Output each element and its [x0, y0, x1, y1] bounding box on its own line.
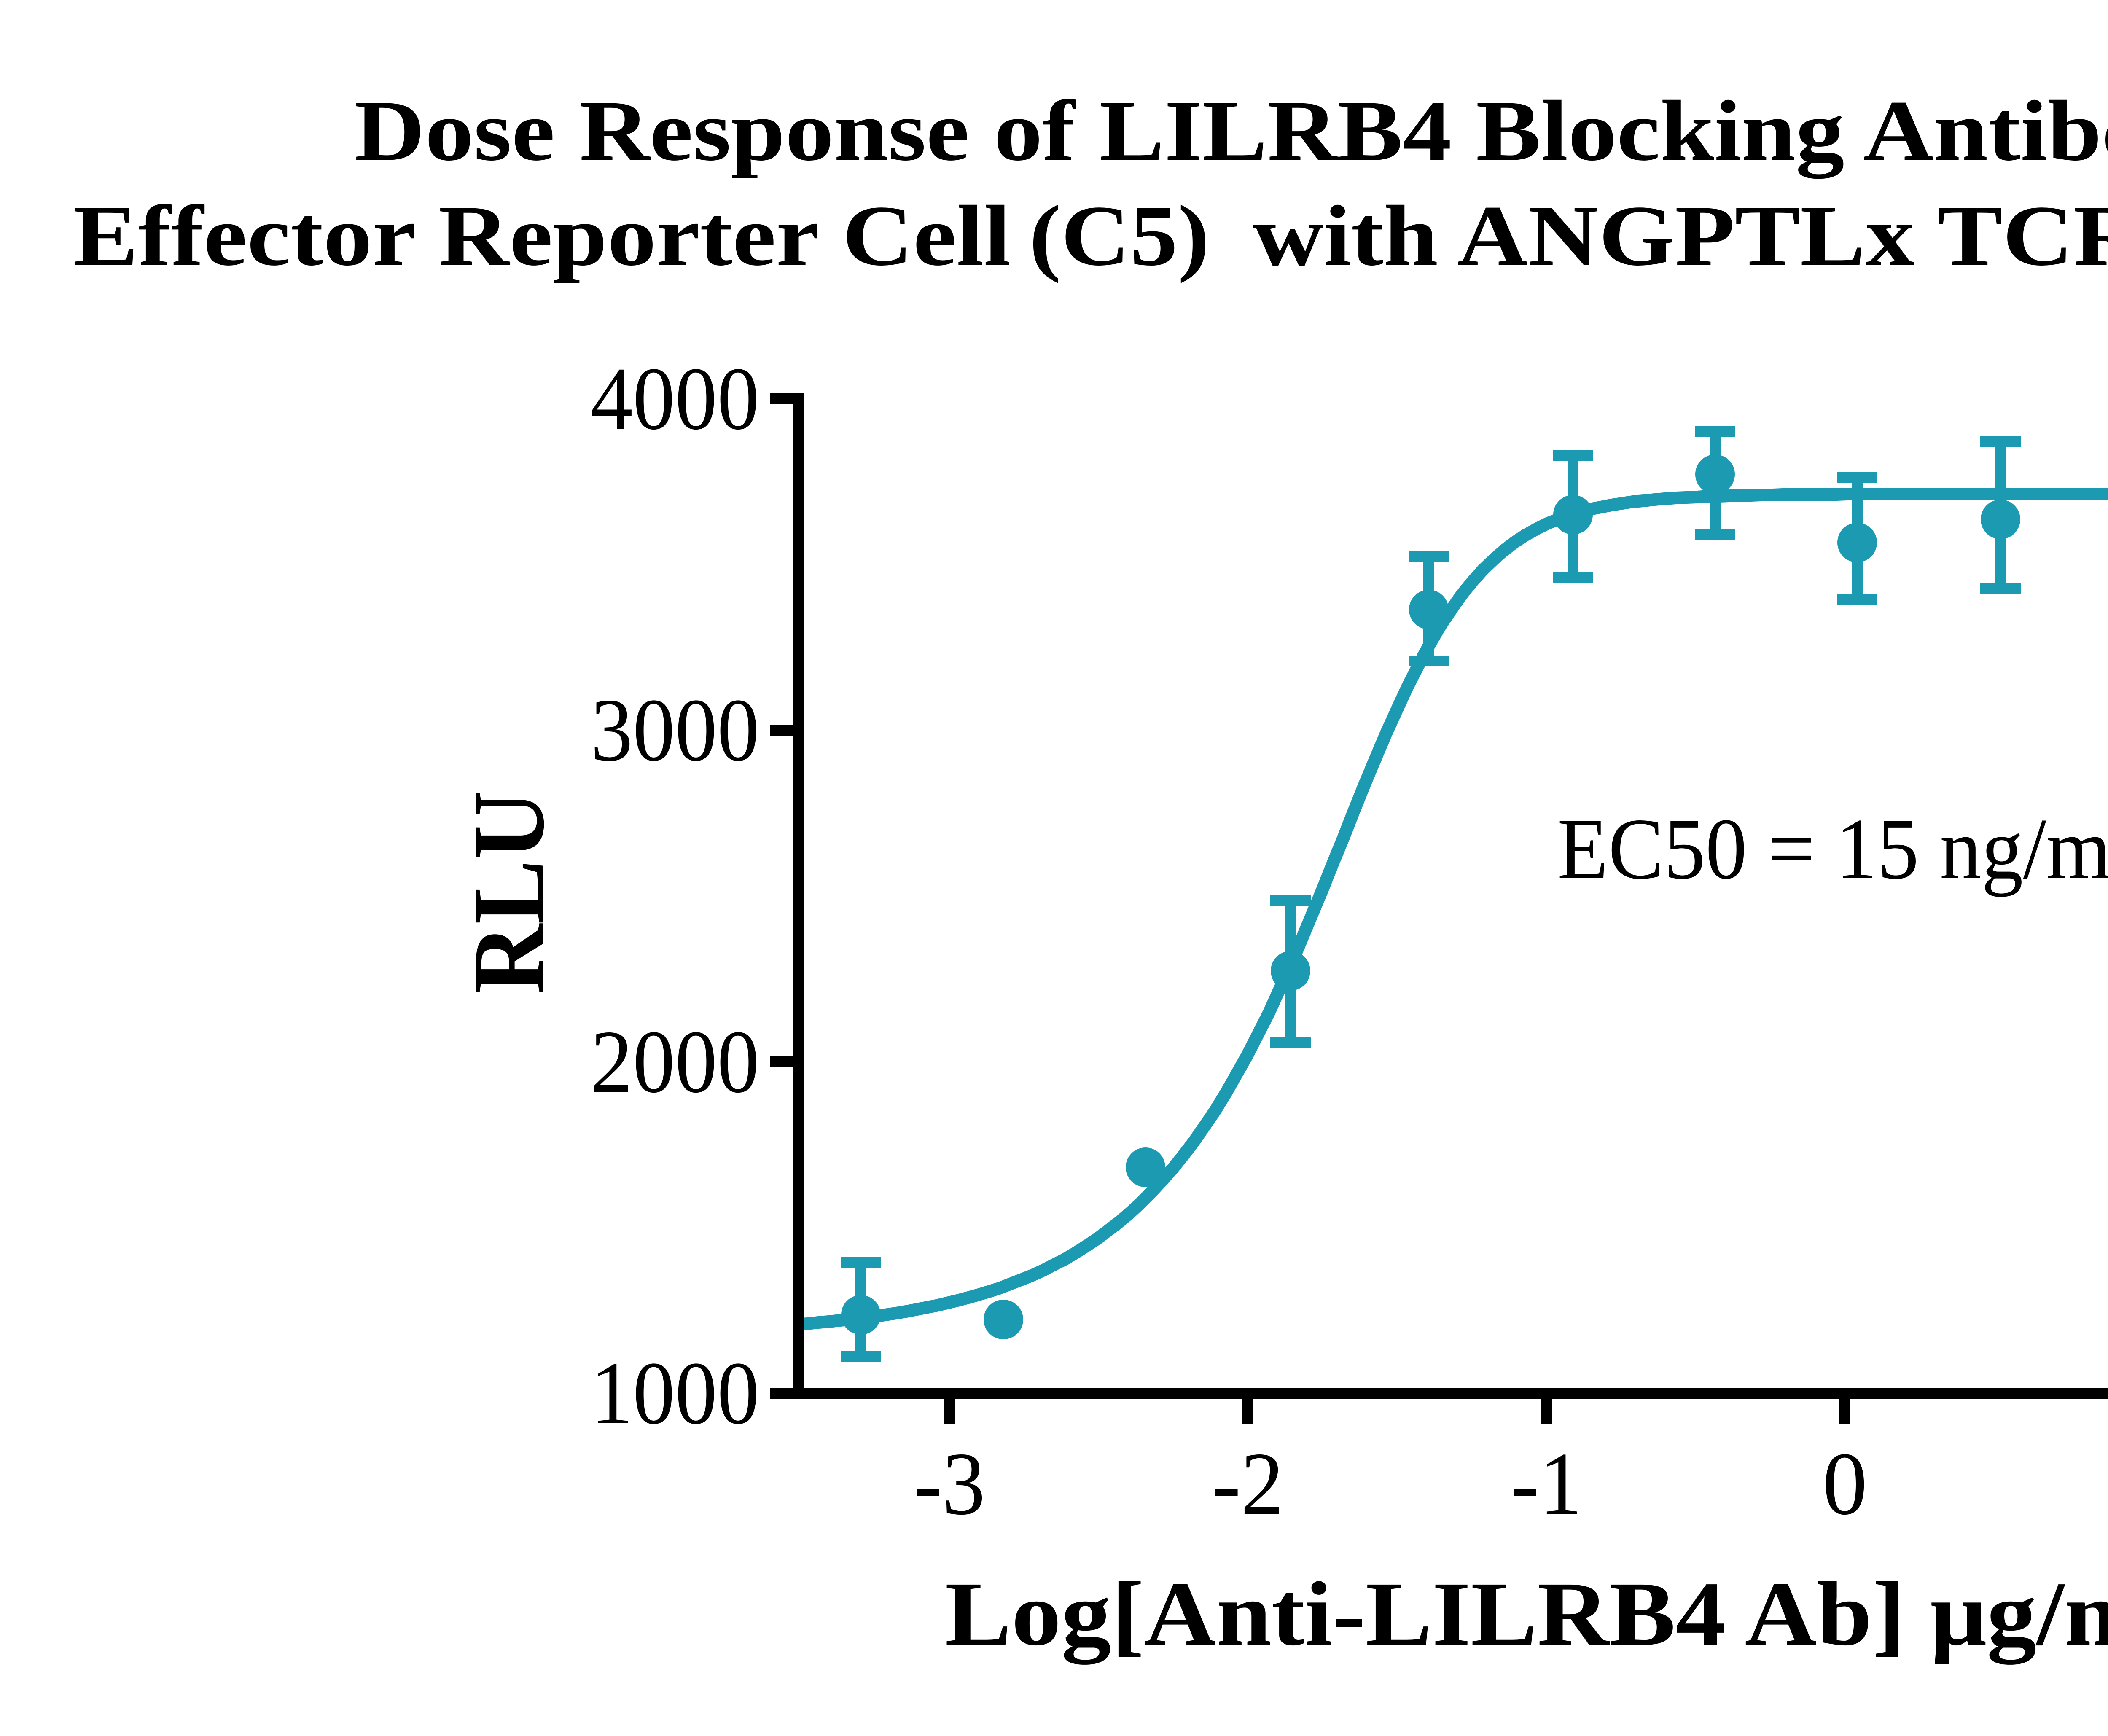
svg-text:Effector Reporter Cell: Effector Reporter Cell [73, 188, 1011, 284]
svg-text:1000: 1000 [591, 1344, 759, 1443]
svg-text:RLU: RLU [452, 790, 565, 994]
svg-text:3000: 3000 [591, 680, 759, 780]
svg-text:-3: -3 [914, 1434, 985, 1534]
svg-text:Log[Anti-LILRB4 Ab] μg/ml: Log[Anti-LILRB4 Ab] μg/ml [945, 1563, 2108, 1665]
svg-text:with ANGPTLx TCR Activator CHO: with ANGPTLx TCR Activator CHO [1253, 188, 2108, 284]
svg-text:Dose Response of LILRB4 Blocki: Dose Response of LILRB4 Blocking Antibod… [355, 83, 2108, 179]
svg-text:(C5): (C5) [1029, 188, 1210, 284]
svg-text:2000: 2000 [591, 1012, 759, 1112]
svg-text:EC50 = 15 ng/ml: EC50 = 15 ng/ml [1557, 801, 2108, 897]
svg-text:4000: 4000 [591, 349, 759, 449]
svg-text:-1: -1 [1511, 1434, 1582, 1534]
svg-text:-2: -2 [1212, 1434, 1284, 1534]
svg-text:0: 0 [1823, 1434, 1868, 1534]
